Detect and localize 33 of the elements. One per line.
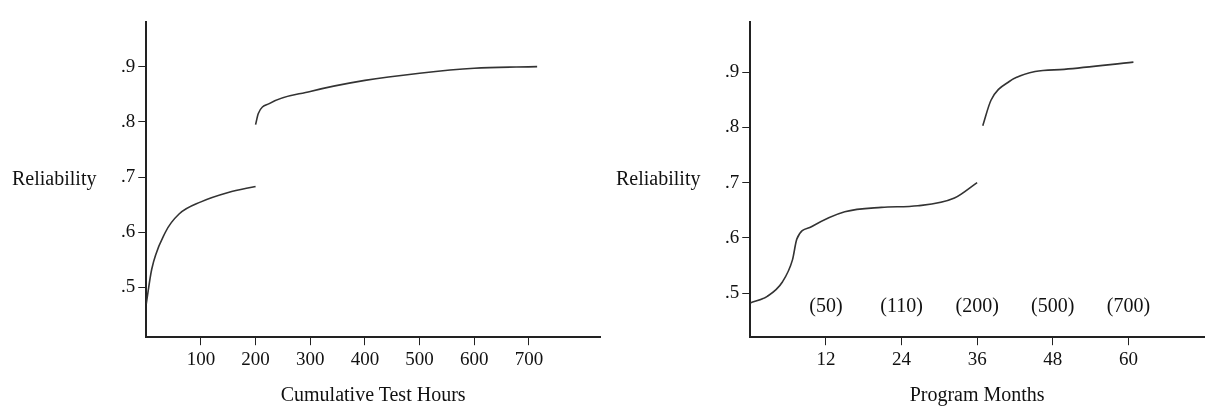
- x-tick-label: 600: [460, 347, 489, 369]
- x-tick-label: 300: [296, 347, 325, 369]
- y-tick-label: .5: [121, 275, 136, 297]
- x-tick-label: 100: [186, 347, 216, 369]
- line-series: [982, 61, 1135, 127]
- x-tick-label: 200: [241, 347, 270, 369]
- y-axis-title: Reliability: [616, 167, 701, 191]
- x-axis-title: Program Months: [909, 383, 1045, 407]
- y-axis-title: Reliability: [12, 167, 97, 191]
- x-tick-label: 12: [816, 347, 836, 369]
- x-tick-label: 24: [892, 347, 912, 369]
- x-tick-label: 400: [350, 347, 380, 369]
- y-tick-label: .7: [725, 170, 740, 192]
- x-tick-label: 60: [1118, 347, 1138, 369]
- x-axis-title: Cumulative Test Hours: [280, 383, 466, 406]
- y-tick-label: .6: [121, 220, 136, 242]
- y-tick-label: .9: [725, 60, 740, 82]
- annotation: (700): [1106, 294, 1151, 318]
- y-tick-label: .7: [121, 165, 136, 187]
- annotation: (500): [1031, 294, 1075, 318]
- x-tick-label: 700: [514, 347, 544, 369]
- x-tick-label: 500: [405, 347, 434, 369]
- y-tick-label: .9: [121, 54, 136, 76]
- annotation: (110): [880, 294, 923, 318]
- y-tick-label: .5: [725, 281, 740, 302]
- x-tick-label: 36: [967, 347, 987, 369]
- x-tick-label: 48: [1043, 347, 1063, 369]
- y-tick-label: .6: [725, 225, 740, 247]
- y-tick-label: .8: [725, 115, 740, 137]
- annotation: (200): [955, 294, 999, 318]
- line-series: [254, 65, 538, 126]
- y-tick-label: .8: [121, 109, 136, 131]
- annotation: (50): [809, 294, 843, 318]
